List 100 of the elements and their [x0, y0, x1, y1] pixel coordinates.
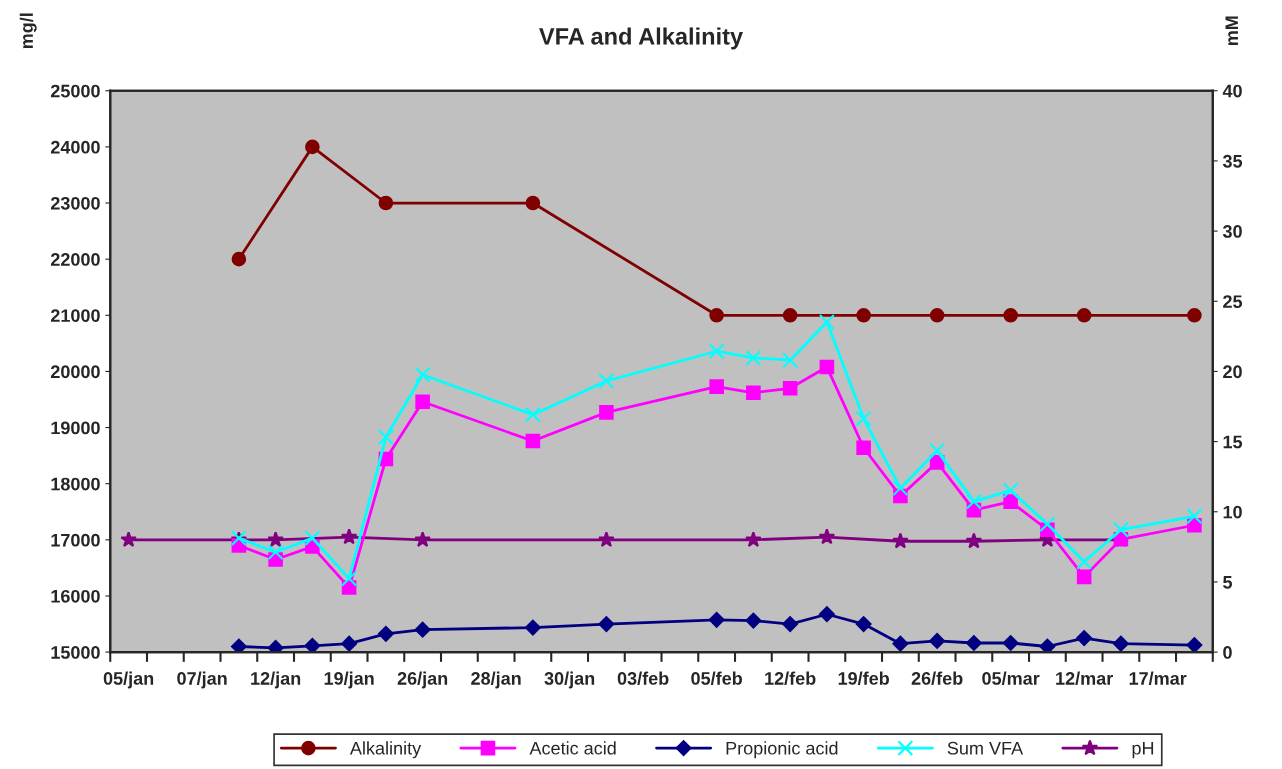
- point: [965, 635, 982, 651]
- point: [1186, 508, 1203, 525]
- y-tick-label: 16000: [51, 589, 100, 603]
- y2-tick-label: 15: [1223, 435, 1243, 449]
- point: [230, 638, 247, 653]
- x-tick-label: 17/mar: [1129, 671, 1187, 685]
- point: [892, 635, 909, 652]
- x-tick-label: 19/feb: [838, 671, 889, 685]
- y2-tick-label: 25: [1223, 295, 1243, 308]
- y-axis-title: mg/l: [19, 13, 37, 49]
- point: [304, 530, 321, 547]
- point: [892, 532, 909, 549]
- x-tick-label: 05/feb: [691, 671, 742, 685]
- point: [819, 359, 835, 375]
- point: [856, 440, 871, 456]
- point: [377, 429, 394, 446]
- point: [524, 619, 541, 636]
- x-tick-label: 12/feb: [765, 671, 816, 685]
- legend-label: Propionic acid: [726, 741, 838, 759]
- x-tick-label: 05/jan: [103, 671, 154, 689]
- point: [1039, 516, 1056, 533]
- point: [892, 480, 909, 497]
- x-tick-label: 03/feb: [617, 671, 669, 685]
- point: [525, 195, 541, 211]
- point: [599, 405, 614, 420]
- point: [745, 612, 762, 629]
- point: [709, 379, 724, 394]
- point: [598, 616, 615, 632]
- point: [855, 410, 872, 427]
- point: [782, 352, 799, 369]
- point: [782, 380, 798, 396]
- point: [782, 616, 799, 632]
- point: [267, 531, 284, 548]
- y-tick-label: 23000: [50, 196, 100, 210]
- y-tick-label: 25000: [50, 84, 100, 98]
- point: [267, 544, 284, 561]
- point: [304, 637, 321, 653]
- x-tick-label: 19/jan: [324, 671, 374, 689]
- point: [709, 308, 724, 323]
- point: [524, 406, 541, 423]
- point: [855, 616, 872, 632]
- y2-tick-label: 20: [1223, 365, 1242, 379]
- point: [746, 385, 761, 401]
- point: [965, 532, 983, 549]
- point: [341, 635, 358, 652]
- point: [1039, 638, 1056, 653]
- legend-label: pH: [1132, 742, 1154, 759]
- point: [1076, 569, 1092, 585]
- point: [305, 139, 320, 155]
- y2-tick-label: 35: [1222, 154, 1243, 168]
- point: [414, 366, 431, 383]
- y2-tick-label: 40: [1222, 84, 1242, 98]
- point: [745, 531, 762, 548]
- y-tick-label: 19000: [51, 421, 100, 435]
- point: [782, 308, 798, 323]
- y2-tick-label: 5: [1223, 576, 1233, 589]
- point: [1003, 494, 1018, 509]
- y2-tick-label: 30: [1222, 225, 1242, 238]
- chart-title: VFA and Alkalinity: [539, 27, 743, 50]
- x-tick-label: 05/mar: [982, 671, 1040, 685]
- point: [377, 625, 394, 642]
- point: [378, 195, 394, 211]
- point: [1112, 635, 1129, 652]
- point: [745, 349, 762, 366]
- point: [856, 308, 871, 323]
- point: [708, 343, 725, 360]
- y2-tick-label: 10: [1223, 505, 1242, 519]
- x-tick-label: 12/mar: [1056, 671, 1113, 685]
- point: [929, 632, 946, 649]
- y2-tick-label: 0: [1223, 646, 1232, 659]
- point: [415, 394, 430, 410]
- point: [818, 528, 836, 545]
- point: [414, 531, 431, 548]
- point: [1002, 482, 1019, 499]
- point: [340, 528, 358, 545]
- y-tick-label: 17000: [51, 533, 100, 547]
- y-tick-label: 22000: [50, 253, 100, 266]
- x-tick-label: 26/jan: [397, 671, 448, 689]
- point: [1112, 521, 1129, 538]
- point: [818, 606, 835, 623]
- point: [1186, 637, 1203, 653]
- point: [929, 442, 946, 459]
- point: [1003, 308, 1018, 323]
- x-tick-label: 26/feb: [911, 671, 963, 685]
- y-tick-label: 18000: [51, 477, 100, 491]
- point: [231, 251, 247, 267]
- legend-label: Alkalinity: [349, 741, 422, 759]
- point: [267, 639, 284, 653]
- x-tick-label: 28/jan: [471, 671, 521, 689]
- x-tick-label: 30/jan: [544, 671, 595, 689]
- y-tick-label: 24000: [50, 140, 100, 154]
- legend-label: Sum VFA: [947, 741, 1024, 755]
- y-tick-label: 20000: [50, 365, 100, 379]
- point: [1076, 630, 1093, 646]
- point: [929, 308, 945, 323]
- point: [525, 433, 541, 449]
- point: [1076, 308, 1092, 323]
- point: [120, 531, 137, 548]
- point: [708, 611, 725, 628]
- point: [1076, 553, 1093, 570]
